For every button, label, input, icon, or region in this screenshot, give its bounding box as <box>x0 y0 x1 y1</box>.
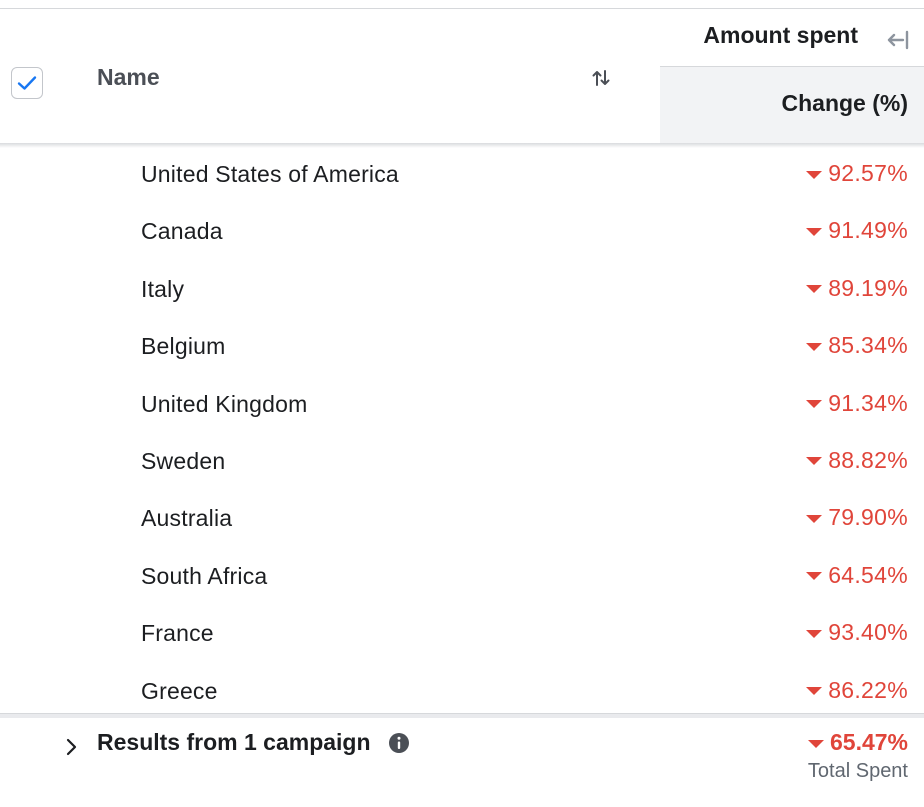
amount-spent-column-header[interactable]: Amount spent <box>660 9 924 66</box>
triangle-down-icon <box>806 285 823 294</box>
row-name: Australia <box>141 505 233 532</box>
row-change: 89.19% <box>806 275 908 302</box>
table-row[interactable]: Italy 89.19% <box>0 263 924 320</box>
check-icon <box>17 76 37 90</box>
triangle-down-icon <box>807 739 824 748</box>
row-change-value: 91.49% <box>828 217 908 244</box>
footer-divider <box>0 713 924 718</box>
row-name: France <box>141 620 214 647</box>
table-header: Name Amount spent Change (%) <box>0 9 924 143</box>
summary-sublabel: Total Spent <box>807 760 908 782</box>
row-change: 91.34% <box>806 390 908 417</box>
row-change: 88.82% <box>806 447 908 474</box>
row-change-value: 79.90% <box>828 504 908 531</box>
triangle-down-icon <box>806 514 823 523</box>
triangle-down-icon <box>806 170 823 179</box>
triangle-down-icon <box>806 227 823 236</box>
triangle-down-icon <box>806 572 823 581</box>
table-row[interactable]: Belgium 85.34% <box>0 320 924 377</box>
summary-label[interactable]: Results from 1 campaign <box>97 729 371 755</box>
row-name: Italy <box>141 275 185 302</box>
triangle-down-icon <box>806 629 823 638</box>
row-change: 64.54% <box>806 562 908 589</box>
table-row[interactable]: South Africa 64.54% <box>0 550 924 607</box>
triangle-down-icon <box>806 687 823 696</box>
collapse-column-icon[interactable] <box>886 29 910 51</box>
triangle-down-icon <box>806 457 823 466</box>
row-change-value: 88.82% <box>828 446 908 473</box>
row-change: 91.49% <box>806 217 908 244</box>
table-body: United States of America 92.57% Canada 9… <box>0 148 924 722</box>
row-name: South Africa <box>141 562 268 589</box>
table-row[interactable]: Sweden 88.82% <box>0 435 924 492</box>
chevron-right-icon[interactable] <box>63 737 79 757</box>
change-subcolumn-header[interactable]: Change (%) <box>660 66 924 143</box>
row-name: Greece <box>141 677 218 704</box>
table-row[interactable]: United Kingdom 91.34% <box>0 378 924 435</box>
row-change: 93.40% <box>806 619 908 646</box>
row-change-value: 89.19% <box>828 274 908 301</box>
row-name: United Kingdom <box>141 390 308 417</box>
row-change-value: 86.22% <box>828 676 908 703</box>
row-name: United States of America <box>141 161 399 187</box>
select-all-checkbox[interactable] <box>11 67 43 99</box>
table-row[interactable]: Australia 79.90% <box>0 492 924 549</box>
triangle-down-icon <box>806 400 823 409</box>
table-row[interactable]: Greece 86.22% <box>0 665 924 722</box>
summary-row: Results from 1 campaign 65.47% Total Spe… <box>0 718 924 807</box>
row-change-value: 64.54% <box>828 561 908 588</box>
row-name: Sweden <box>141 447 226 474</box>
row-change-value: 85.34% <box>828 332 908 359</box>
row-change: 92.57% <box>806 160 908 187</box>
name-column-header[interactable]: Name <box>97 64 160 90</box>
summary-change-value: 65.47% <box>829 729 908 755</box>
info-icon[interactable] <box>388 732 410 754</box>
header-shadow <box>0 143 924 148</box>
row-name: Belgium <box>141 333 226 360</box>
summary-change: 65.47% <box>807 729 908 756</box>
row-change: 79.90% <box>806 504 908 531</box>
top-divider <box>0 0 924 9</box>
table-row[interactable]: France 93.40% <box>0 607 924 664</box>
sort-arrows-icon[interactable] <box>590 67 612 89</box>
amount-spent-label: Amount spent <box>703 22 858 48</box>
row-change: 85.34% <box>806 332 908 359</box>
row-change-value: 91.34% <box>828 389 908 416</box>
row-change-value: 93.40% <box>828 619 908 646</box>
row-name: Canada <box>141 218 223 245</box>
row-change: 86.22% <box>806 677 908 704</box>
table-row[interactable]: United States of America 92.57% <box>0 148 924 205</box>
triangle-down-icon <box>806 342 823 351</box>
row-change-value: 92.57% <box>828 160 908 186</box>
table-row[interactable]: Canada 91.49% <box>0 205 924 262</box>
change-label: Change (%) <box>781 90 909 116</box>
